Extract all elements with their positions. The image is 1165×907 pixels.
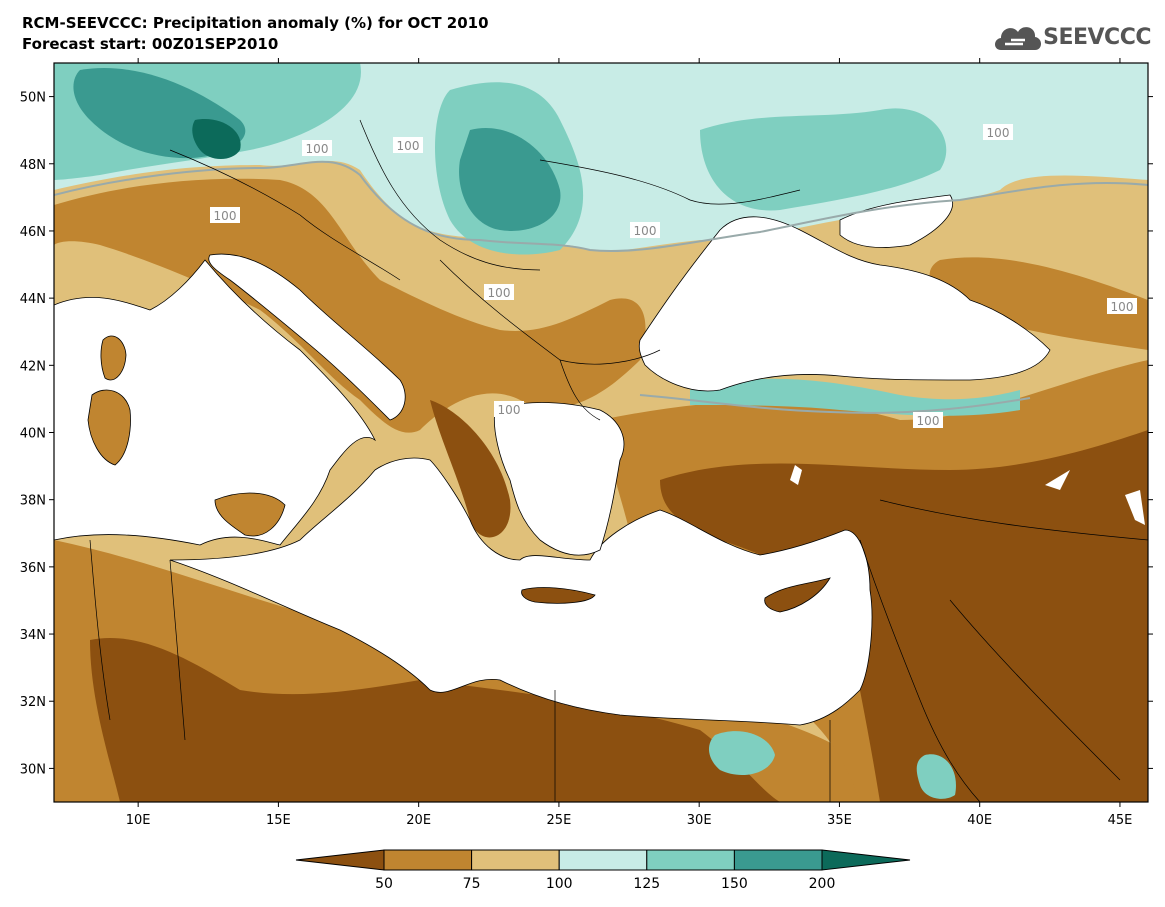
svg-text:100: 100: [306, 142, 329, 156]
svg-text:100: 100: [987, 126, 1010, 140]
svg-text:100: 100: [397, 139, 420, 153]
contour-100-north: [54, 160, 1148, 252]
anomaly-zone-wet-south-turkey: [690, 378, 1020, 416]
contour-label: 100: [630, 222, 660, 238]
contour-label: 100: [393, 137, 423, 153]
colorbar-legend: 50 75 100 125 150 200: [295, 849, 911, 892]
map-plot-area: [54, 63, 1148, 802]
contour-100-south: [639, 394, 1031, 414]
missing-data-cell: [1045, 470, 1070, 490]
sardinia-island: [87, 389, 131, 466]
colorbar-label: 125: [633, 876, 660, 892]
cloud-logo-icon: [995, 27, 1042, 50]
mediterranean-sea: [54, 259, 377, 546]
lon-tick-label: 45E: [1108, 813, 1133, 828]
aegean-sea: [493, 402, 625, 556]
lat-tick-label: 38N: [20, 494, 46, 509]
sea-of-azov: [839, 194, 953, 248]
contour-label: 100: [484, 284, 514, 300]
lat-tick-label: 32N: [20, 695, 46, 710]
lon-tick-label: 15E: [266, 813, 291, 828]
colorbar-label: 50: [375, 876, 393, 892]
colorbar-segment: [821, 849, 911, 871]
lat-tick-label: 42N: [20, 359, 46, 374]
lon-tick-label: 40E: [967, 813, 992, 828]
svg-text:100: 100: [634, 224, 657, 238]
latitude-axis: 50N 48N 46N 44N 42N 40N 38N 36N 34N 32N 30N: [20, 91, 1153, 777]
seevccc-logo: SEEVCCC: [991, 20, 1151, 54]
colorbar-label: 200: [809, 876, 836, 892]
sicily-island: [214, 492, 286, 537]
lat-tick-label: 36N: [20, 561, 46, 576]
svg-text:100: 100: [488, 286, 511, 300]
forecast-start-label: Forecast start: 00Z01SEP2010: [22, 35, 279, 53]
colorbar-label: 75: [463, 876, 481, 892]
lon-tick-label: 25E: [547, 813, 572, 828]
lat-tick-label: 50N: [20, 91, 46, 106]
svg-text:100: 100: [917, 414, 940, 428]
anomaly-zone-wet-nile: [708, 731, 775, 775]
longitude-axis: 10E 15E 20E 25E 30E 35E 40E 45E: [126, 58, 1133, 828]
colorbar-label: 100: [546, 876, 573, 892]
lat-tick-label: 30N: [20, 762, 46, 777]
contour-label: 100: [494, 401, 524, 417]
colorbar-segment: [383, 849, 473, 871]
anomaly-zone-extreme-dry-east: [660, 430, 1148, 802]
map-title: RCM-SEEVCCC: Precipitation anomaly (%) f…: [22, 14, 489, 32]
svg-text:100: 100: [214, 209, 237, 223]
anomaly-zone-wet-3: [700, 108, 947, 211]
contour-label: 100: [983, 124, 1013, 140]
colorbar-segment: [558, 849, 648, 871]
contour-label: 100: [1107, 298, 1137, 314]
colorbar-label: 150: [721, 876, 748, 892]
logo-text: SEEVCCC: [1043, 24, 1151, 50]
anomaly-zone-dry: [54, 178, 646, 433]
lon-tick-label: 30E: [687, 813, 712, 828]
missing-data-cell-2: [1125, 490, 1145, 525]
lat-tick-label: 40N: [20, 427, 46, 442]
lon-tick-label: 10E: [126, 813, 151, 828]
colorbar-segment: [295, 849, 385, 871]
adriatic-sea: [208, 253, 406, 421]
anomaly-zone-wet-arabia: [916, 754, 956, 799]
lon-tick-label: 20E: [406, 813, 431, 828]
crete-island: [521, 587, 596, 604]
colorbar-segment: [471, 849, 560, 871]
contour-labels: 100 100 100 100 100 100 100 100 100: [210, 124, 1137, 428]
contour-label: 100: [302, 140, 332, 156]
country-borders: [89, 119, 1148, 802]
lat-tick-label: 34N: [20, 628, 46, 643]
corsica-island: [100, 335, 127, 381]
anomaly-zone-dry-east-north: [929, 257, 1148, 350]
colorbar-segment: [646, 849, 735, 871]
anomaly-zone-very-wet-2: [459, 128, 561, 231]
black-sea: [638, 216, 1051, 392]
svg-text:100: 100: [498, 403, 521, 417]
lat-tick-label: 46N: [20, 225, 46, 240]
contour-label: 100: [210, 207, 240, 223]
anomaly-zone-extreme-dry-greece: [430, 400, 511, 538]
cyprus-island: [764, 577, 831, 613]
anomaly-zone-extreme-dry-africa: [90, 638, 780, 802]
contour-label: 100: [913, 412, 943, 428]
missing-data-cell-3: [790, 465, 802, 485]
anomaly-zone-extreme-wet: [192, 119, 241, 159]
mediterranean-sea-south: [169, 457, 873, 726]
lat-tick-label: 44N: [20, 292, 46, 307]
lon-tick-label: 35E: [827, 813, 852, 828]
svg-text:100: 100: [1111, 300, 1134, 314]
lat-tick-label: 48N: [20, 158, 46, 173]
colorbar-segment: [733, 849, 823, 871]
